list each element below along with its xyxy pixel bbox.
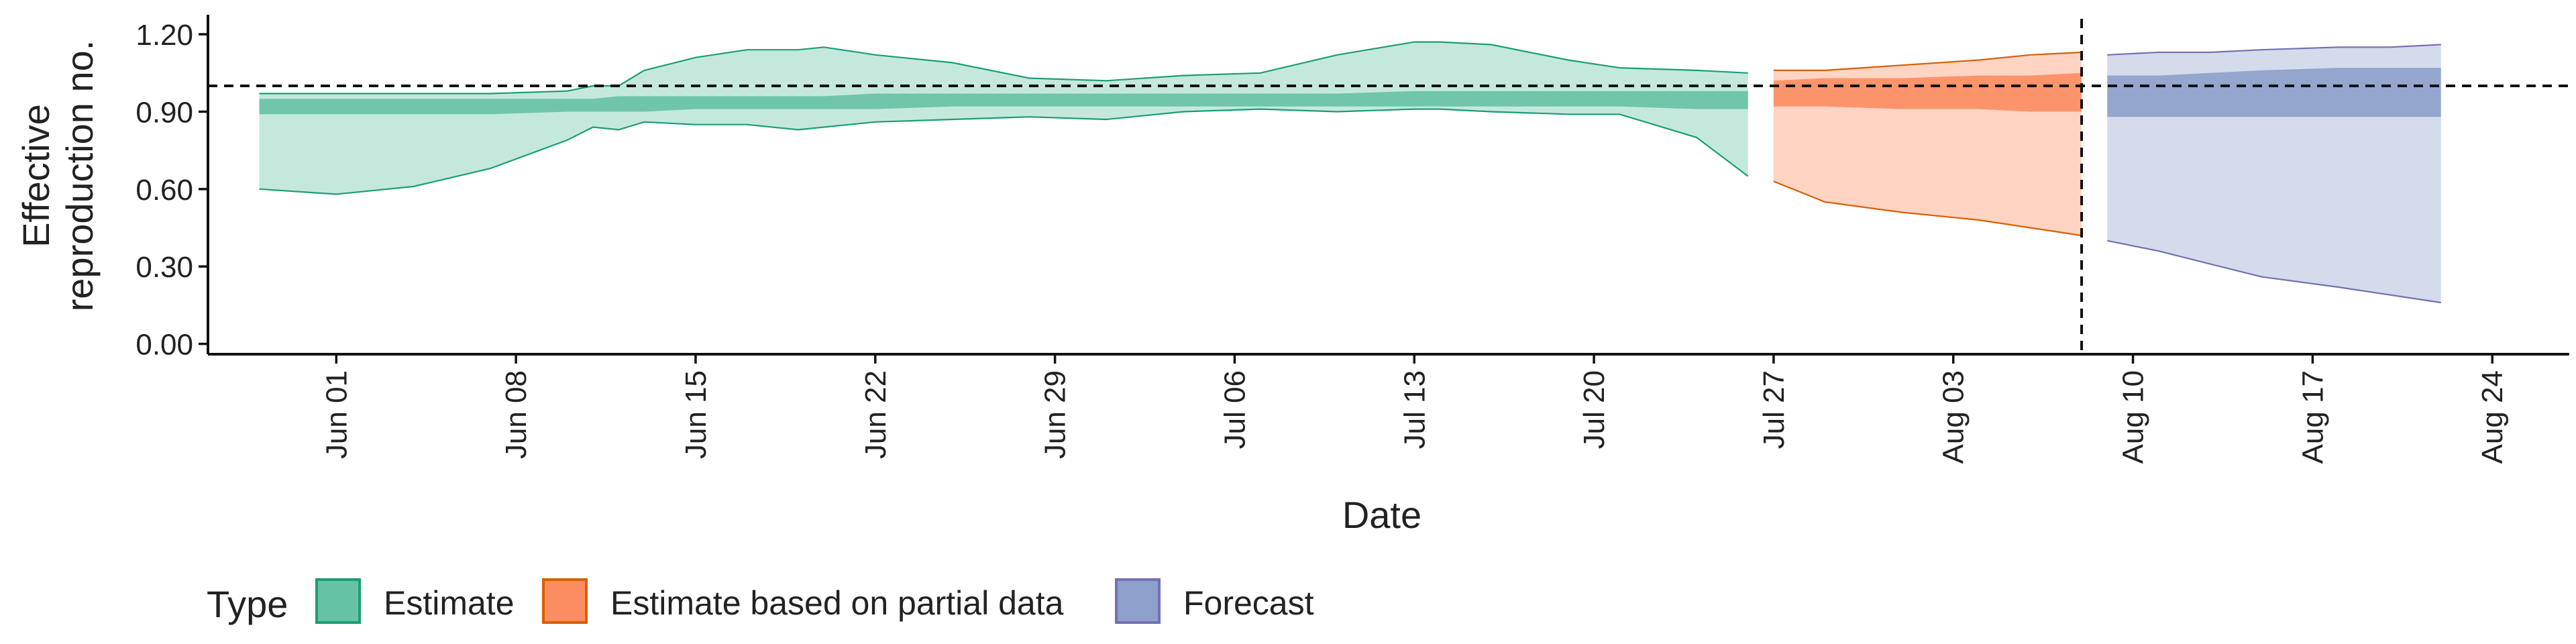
y-axis-label-line-2: reproduction no. [58,40,101,312]
x-tick-label: Jul 20 [1578,370,1611,449]
ribbon-layer [259,41,2441,304]
x-tick-label: Jun 29 [1039,370,1072,459]
x-axis-label: Date [1342,494,1421,536]
x-tick-label: Jun 01 [320,370,353,459]
legend-title: Type [207,583,288,625]
estimate-based-on-partial-data-band-50 [1773,72,2082,112]
x-tick-label: Jul 13 [1398,370,1431,449]
y-tick-label: 0.00 [136,329,193,362]
x-tick-label: Aug 10 [2117,370,2150,464]
y-tick-label: 0.90 [136,96,193,129]
forecast-band-90-lower-edge [2107,239,2441,304]
y-tick-label: 0.60 [136,174,193,207]
legend-key-2 [1115,578,1161,624]
y-tick-label: 1.20 [136,19,193,52]
x-tick-label: Jun 15 [680,370,712,459]
estimate-based-on-partial-data-band-90-upper-edge [1773,51,2082,71]
legend-label: Estimate [384,584,515,622]
x-tick-label: Jun 22 [859,370,892,459]
x-tick-label: Aug 03 [1937,370,1970,464]
forecast-band-50 [2107,68,2441,117]
axes: 0.00 0.30 0.60 0.90 1.20 Jun 01 Jun 08 Jun 15 Ju… [136,15,2569,464]
x-tick-label: Aug 24 [2476,370,2509,464]
estimate-band-90-lower-edge [259,108,1749,195]
x-tick-label: Aug 17 [2296,370,2329,464]
legend-label: Forecast [1183,584,1314,622]
y-tick-label: 0.30 [136,251,193,284]
forecast-band-90-upper-edge [2107,44,2441,56]
estimate-based-on-partial-data-band-90-lower-edge [1773,180,2082,237]
legend-label: Estimate based on partial data [610,584,1064,622]
reference-lines [208,19,2569,354]
legend: Type Estimate Estimate based on partial d… [207,578,1314,625]
legend-key-0 [315,578,361,624]
estimate-band-90 [259,42,1748,195]
y-axis-label-line-1: Effective [15,104,57,248]
legend-key-1 [542,578,588,624]
x-tick-label: Jun 08 [500,370,533,459]
estimate-band-50 [259,91,1748,115]
x-tick-label: Jul 27 [1758,370,1790,449]
x-tick-label: Jul 06 [1218,370,1251,449]
estimate-band-90-upper-edge [259,41,1748,95]
